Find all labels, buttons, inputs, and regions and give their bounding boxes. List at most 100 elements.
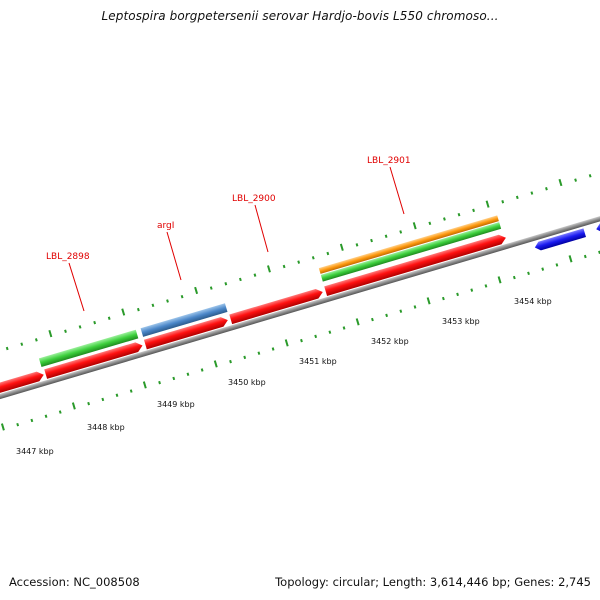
minor-tick bbox=[44, 414, 48, 418]
scale-label: 3449 kbp bbox=[157, 400, 195, 409]
minor-tick bbox=[271, 347, 275, 351]
minor-tick bbox=[5, 346, 9, 351]
minor-tick bbox=[399, 309, 403, 313]
scale-label: 3454 kbp bbox=[514, 297, 552, 306]
major-tick bbox=[412, 222, 417, 230]
map-title: Leptospira borgpetersenii serovar Hardjo… bbox=[101, 9, 499, 23]
cds-forward[interactable] bbox=[0, 370, 45, 405]
minor-tick bbox=[186, 372, 190, 376]
minor-tick bbox=[456, 292, 459, 297]
major-tick bbox=[48, 329, 53, 338]
gene-lbl-2901-extra[interactable] bbox=[318, 215, 499, 274]
minor-tick bbox=[545, 187, 548, 191]
minor-tick bbox=[385, 313, 389, 318]
cds-lbl-2901[interactable] bbox=[324, 233, 507, 296]
minor-tick bbox=[297, 260, 301, 264]
major-tick bbox=[568, 255, 573, 263]
minor-tick bbox=[311, 256, 315, 260]
minor-tick bbox=[501, 199, 505, 204]
scale-label: 3448 kbp bbox=[87, 423, 125, 432]
minor-tick bbox=[101, 397, 105, 402]
major-tick bbox=[142, 381, 147, 389]
major-tick bbox=[485, 200, 490, 208]
minor-tick bbox=[314, 334, 318, 339]
minor-tick bbox=[470, 288, 474, 292]
gene-label-argI[interactable]: argI bbox=[157, 221, 174, 231]
minor-tick bbox=[209, 286, 213, 290]
minor-tick bbox=[370, 238, 373, 243]
leader-lbl-2900 bbox=[254, 204, 269, 253]
minor-tick bbox=[484, 284, 488, 288]
major-tick bbox=[121, 308, 126, 316]
genome-summary: Topology: circular; Length: 3,614,446 bp… bbox=[275, 575, 591, 589]
major-tick bbox=[355, 318, 360, 326]
minor-tick bbox=[87, 401, 91, 406]
cds-reverse-1[interactable] bbox=[534, 228, 586, 251]
minor-tick bbox=[16, 422, 20, 427]
minor-tick bbox=[151, 303, 155, 308]
minor-tick bbox=[158, 380, 161, 385]
cds-argI[interactable] bbox=[143, 315, 229, 350]
minor-tick bbox=[515, 195, 519, 200]
major-tick bbox=[339, 243, 344, 251]
minor-tick bbox=[58, 410, 62, 414]
cds-lbl-2898[interactable] bbox=[44, 341, 144, 379]
major-tick bbox=[497, 276, 502, 284]
major-tick bbox=[284, 339, 289, 347]
minor-tick bbox=[342, 326, 346, 330]
gene-lbl-2898[interactable] bbox=[38, 329, 139, 368]
minor-tick bbox=[355, 243, 359, 247]
minor-tick bbox=[180, 294, 184, 299]
track-group bbox=[0, 174, 600, 431]
major-tick bbox=[71, 402, 76, 410]
minor-tick bbox=[107, 316, 111, 321]
genome-backbone bbox=[0, 189, 600, 411]
minor-tick bbox=[428, 221, 432, 226]
gene-lbl-2901[interactable] bbox=[320, 222, 502, 282]
minor-tick bbox=[574, 178, 577, 182]
minor-tick bbox=[300, 338, 303, 343]
minor-tick bbox=[472, 208, 475, 213]
minor-tick bbox=[257, 351, 261, 355]
cds-lbl-2900[interactable] bbox=[229, 287, 324, 325]
minor-tick bbox=[34, 338, 38, 342]
minor-tick bbox=[239, 277, 242, 282]
minor-tick bbox=[93, 320, 97, 325]
cds-reverse-2[interactable] bbox=[595, 213, 600, 233]
minor-tick bbox=[512, 275, 516, 280]
minor-tick bbox=[399, 230, 403, 234]
minor-tick bbox=[129, 389, 133, 393]
minor-tick bbox=[413, 305, 417, 309]
major-tick bbox=[558, 178, 563, 187]
outer-tick-row bbox=[5, 174, 592, 351]
leader-lbl-2901 bbox=[389, 166, 405, 215]
minor-tick bbox=[243, 355, 247, 360]
accession-text: Accession: NC_008508 bbox=[9, 575, 140, 589]
gene-label-lbl-2900[interactable]: LBL_2900 bbox=[232, 194, 276, 204]
leader-lbl-2898 bbox=[68, 262, 85, 312]
gene-argI[interactable] bbox=[140, 303, 228, 337]
gene-label-lbl-2901[interactable]: LBL_2901 bbox=[367, 156, 411, 166]
major-tick bbox=[426, 297, 431, 305]
minor-tick bbox=[328, 330, 332, 334]
minor-tick bbox=[136, 307, 140, 312]
minor-tick bbox=[588, 174, 592, 178]
major-tick bbox=[267, 265, 271, 273]
minor-tick bbox=[555, 263, 559, 267]
minor-tick bbox=[20, 342, 24, 346]
minor-tick bbox=[598, 250, 600, 255]
minor-tick bbox=[172, 376, 176, 381]
minor-tick bbox=[229, 359, 232, 364]
gene-label-lbl-2898[interactable]: LBL_2898 bbox=[46, 252, 90, 262]
major-tick bbox=[213, 360, 218, 368]
scale-label: 3447 kbp bbox=[16, 447, 54, 456]
major-tick bbox=[194, 286, 199, 295]
minor-tick bbox=[384, 234, 388, 238]
minor-tick bbox=[200, 368, 204, 372]
scale-label: 3450 kbp bbox=[228, 378, 266, 387]
minor-tick bbox=[30, 418, 34, 423]
minor-tick bbox=[253, 273, 257, 277]
scale-tick-row bbox=[0, 250, 600, 431]
minor-tick bbox=[527, 271, 530, 276]
